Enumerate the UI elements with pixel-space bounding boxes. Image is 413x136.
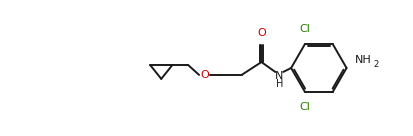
Text: O: O (201, 70, 209, 80)
Text: N: N (275, 71, 283, 81)
Text: O: O (257, 28, 266, 38)
Text: 2: 2 (373, 60, 379, 69)
Text: NH: NH (354, 55, 371, 65)
Text: H: H (275, 79, 283, 89)
Text: Cl: Cl (299, 102, 311, 112)
Text: Cl: Cl (299, 24, 311, 34)
